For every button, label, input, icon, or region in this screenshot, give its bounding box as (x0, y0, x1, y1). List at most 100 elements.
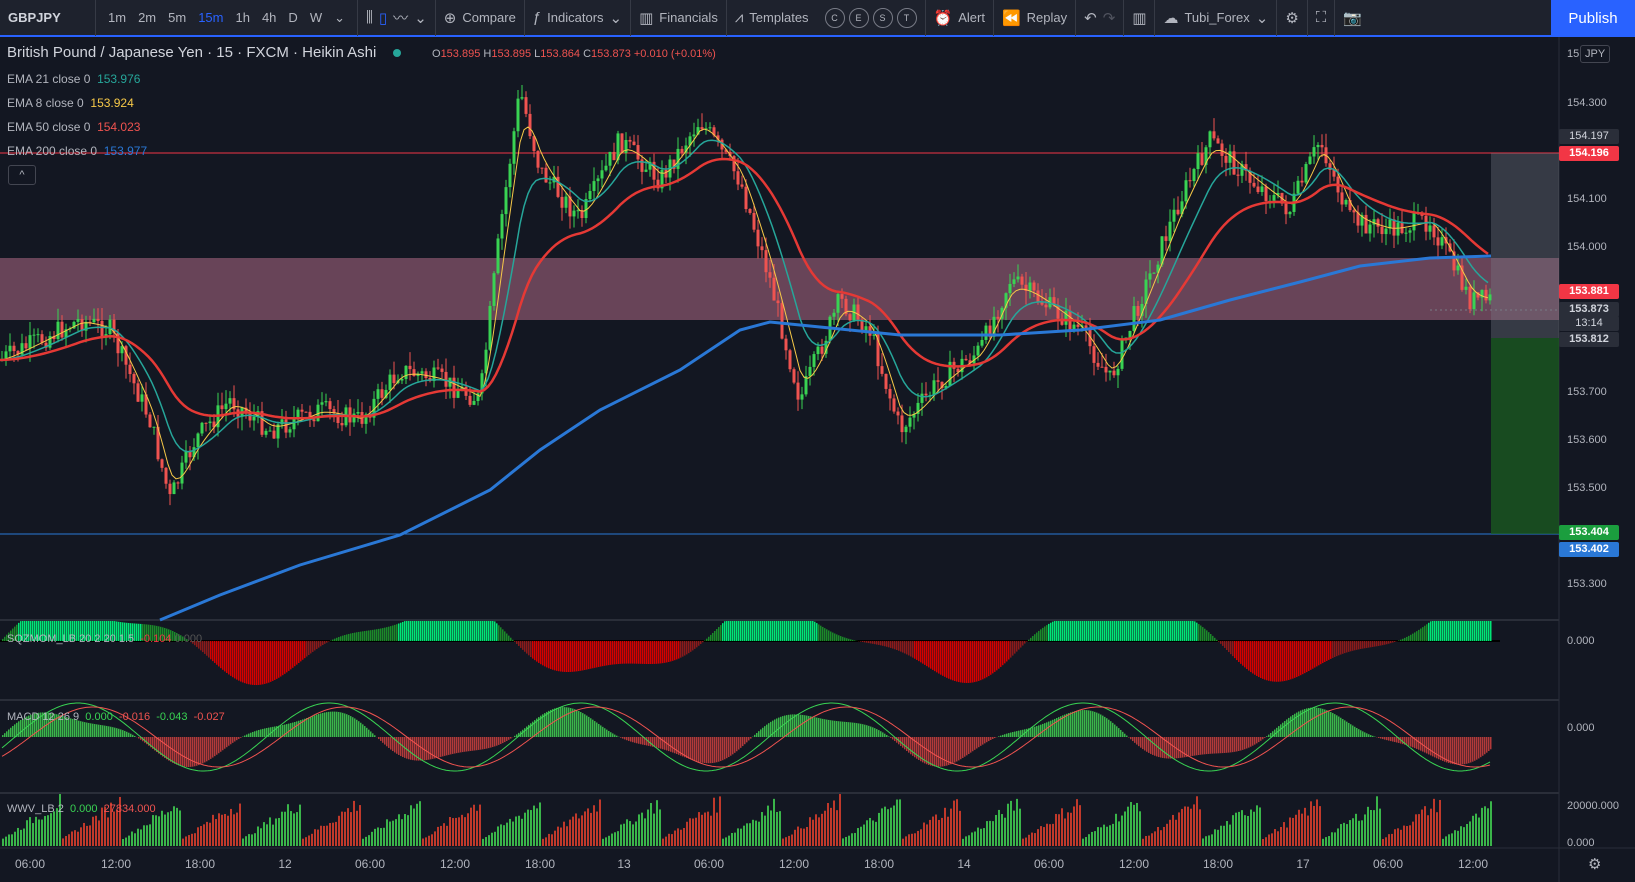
collapse-legend-button[interactable]: ^ (8, 165, 36, 185)
macd-bar (1028, 728, 1030, 737)
macd-bar (1274, 729, 1276, 737)
macd-bar (1166, 737, 1168, 759)
settings-button[interactable]: ⚙ (1277, 0, 1308, 36)
wwv-bar (617, 831, 619, 846)
ema50-legend[interactable]: EMA 50 close 0 154.023 (7, 120, 140, 134)
sqz-bar (1352, 641, 1354, 651)
gear-icon[interactable]: ⚙ (1588, 856, 1602, 873)
candle-body (1452, 251, 1456, 271)
position-reward-box[interactable] (1491, 338, 1559, 534)
sqzmom-legend[interactable]: SQZMOM_LB 20 2 20 1.5 -0.104 0.000 (7, 633, 202, 645)
macd-bar (200, 737, 202, 765)
interval-5m[interactable]: 5m (168, 10, 187, 25)
macd-legend[interactable]: MACD 12 26 9 0.000 -0.016 -0.043 -0.027 (7, 711, 225, 723)
sqz-bar (878, 641, 880, 645)
fullscreen-button[interactable]: ⛶ (1308, 0, 1336, 36)
candle-body (844, 298, 848, 315)
wwv-bar (338, 815, 340, 846)
macd-bar (1280, 724, 1282, 737)
sqz-bar (1132, 621, 1134, 641)
candle-body (764, 250, 768, 273)
time-label: 06:00 (693, 857, 725, 871)
snapshot-button[interactable]: 📷 (1335, 0, 1370, 36)
interval-1h[interactable]: 1h (235, 10, 250, 25)
candle-body (1076, 324, 1080, 327)
ema21-legend[interactable]: EMA 21 close 0 153.976 (7, 72, 140, 86)
chevron-down-icon[interactable]: ⌄ (414, 9, 427, 27)
account-button[interactable]: ☁ Tubi_Forex ⌄ (1155, 0, 1278, 36)
redo-icon[interactable]: ↷ (1102, 9, 1116, 27)
wwv-bar (218, 813, 220, 846)
candle-body (440, 368, 444, 372)
bars-icon[interactable]: ⫼ (366, 9, 373, 26)
macd-bar (1308, 707, 1310, 737)
macd-bar (364, 726, 366, 737)
ema-line[interactable] (0, 126, 1489, 480)
sqz-bar (598, 641, 600, 667)
compare-button[interactable]: ⊕ Compare (436, 0, 525, 36)
alert-button[interactable]: ⏰ Alert (926, 0, 994, 36)
sqz-bar (108, 621, 110, 641)
interval-w[interactable]: W (309, 10, 323, 25)
line-chart-icon[interactable]: 〰 (393, 10, 409, 27)
event-c-button[interactable]: C (824, 7, 845, 28)
macd-bar (180, 737, 182, 766)
interval-15m[interactable]: 15m (198, 10, 224, 25)
replay-button[interactable]: ⏪ Replay (994, 0, 1077, 36)
wwv-bar (20, 829, 22, 846)
macd-bar (644, 737, 646, 746)
symbol-title[interactable]: British Pound / Japanese Yen · 15 · FXCM… (7, 44, 401, 61)
macd-bar (318, 713, 320, 737)
currency-badge[interactable]: JPY (1580, 45, 1611, 63)
wwv-bar (314, 829, 316, 846)
symbol-search[interactable]: GBPJPY (0, 0, 96, 36)
templates-button[interactable]: ⩘ Templates (727, 0, 817, 36)
wwv-bar (1034, 833, 1036, 846)
event-t-button[interactable]: T (896, 7, 917, 28)
sqz-bar (730, 621, 732, 641)
indicators-button[interactable]: ƒ Indicators ⌄ (525, 0, 632, 36)
publish-button[interactable]: Publish (1551, 0, 1635, 37)
macd-bar (164, 737, 166, 758)
wwv-bar (173, 806, 175, 846)
interval-2m[interactable]: 2m (138, 10, 157, 25)
sqz-bar (846, 638, 848, 641)
position-risk-box[interactable] (1491, 153, 1559, 338)
wwv-legend[interactable]: WWV_LB 2 0.000 27834.000 (7, 803, 156, 815)
candles-icon[interactable]: ▯ (378, 9, 388, 27)
candle-body (1136, 306, 1140, 316)
wwv-bar (281, 811, 283, 846)
sqz-bar (592, 641, 594, 669)
ema200-legend[interactable]: EMA 200 close 0 153.977 (7, 144, 147, 158)
sqz-bar (806, 621, 808, 641)
sqz-bar (554, 641, 556, 671)
financials-button[interactable]: ▥ Financials (631, 0, 727, 36)
sqz-bar (562, 641, 564, 672)
undo-icon[interactable]: ↶ (1084, 9, 1097, 27)
chart-canvas[interactable] (0, 37, 1635, 882)
interval-d[interactable]: D (288, 10, 298, 25)
wwv-bar (962, 838, 964, 846)
candle-body (584, 199, 588, 218)
macd-bar (864, 724, 866, 737)
event-e-button[interactable]: E (848, 7, 869, 28)
macd-bar (1106, 718, 1108, 737)
candle-body (892, 398, 896, 412)
event-s-button[interactable]: S (872, 7, 893, 28)
interval-4h[interactable]: 4h (261, 10, 277, 25)
sqz-bar (824, 628, 826, 641)
market-status-dot-icon (392, 49, 401, 58)
sqz-bar (1014, 641, 1016, 654)
wwv-bar (1094, 831, 1096, 846)
macd-bar (1406, 737, 1408, 746)
ema-line[interactable] (0, 157, 1489, 420)
ema200-line[interactable] (159, 254, 1492, 622)
sqz-bar (38, 621, 40, 641)
sqz-bar (100, 621, 102, 641)
interval-dropdown-icon[interactable]: ⌄ (334, 9, 345, 25)
ema8-legend[interactable]: EMA 8 close 0 153.924 (7, 96, 134, 110)
layout-button[interactable]: ▥ (1124, 0, 1156, 36)
interval-1m[interactable]: 1m (108, 10, 127, 25)
macd-bar (728, 737, 730, 758)
macd-bar (620, 737, 622, 738)
